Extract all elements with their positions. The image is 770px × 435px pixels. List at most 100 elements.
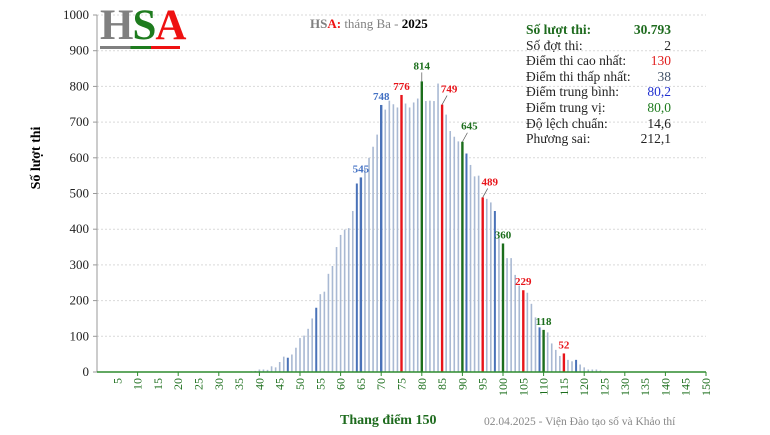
- leader-line: [462, 132, 468, 142]
- x-tick-label: 35: [232, 378, 246, 390]
- x-tick-label: 65: [354, 378, 368, 390]
- stat-row: Điểm trung bình: 80,2: [526, 84, 671, 100]
- x-tick-label: 135: [638, 378, 652, 396]
- bar: [351, 210, 354, 372]
- bar: [587, 369, 590, 372]
- y-tick-label: 400: [70, 221, 90, 236]
- hsa-logo: HSA: [100, 4, 186, 49]
- stat-row: Điểm thi cao nhất: 130: [526, 53, 671, 69]
- title-hs: HS: [310, 16, 328, 31]
- stats-panel: Số lượt thi: 30.793 Số đợt thi: 2 Điểm thi c…: [526, 22, 671, 147]
- stat-row: Độ lệch chuẩn: 14,6: [526, 116, 671, 132]
- bar-data-label: 118: [536, 316, 552, 328]
- x-tick-label: 120: [577, 378, 591, 396]
- bar: [425, 101, 427, 373]
- bar-data-label: 749: [441, 84, 458, 96]
- y-tick-label: 300: [70, 257, 90, 272]
- bar: [392, 104, 395, 372]
- stat-label: Điểm trung vị:: [526, 99, 606, 115]
- stat-label: Số đợt thi:: [526, 37, 583, 53]
- y-tick-label: 800: [70, 78, 90, 93]
- bar: [396, 107, 399, 372]
- bar: [481, 197, 484, 372]
- stat-value: 30.793: [633, 22, 671, 37]
- bar: [412, 102, 415, 372]
- x-tick-label: 50: [293, 378, 307, 390]
- stat-value: 38: [657, 68, 672, 84]
- bar: [571, 361, 573, 372]
- x-tick-label: 60: [334, 378, 348, 390]
- stat-label: Phương sai:: [526, 131, 591, 147]
- bar: [457, 141, 460, 372]
- x-tick-label: 150: [699, 378, 713, 396]
- bar: [307, 328, 309, 372]
- bar: [530, 303, 533, 372]
- bar: [359, 177, 363, 372]
- chart-title: HSA: tháng Ba - 2025: [310, 16, 428, 32]
- bar-data-label: 489: [481, 176, 498, 188]
- bar: [575, 359, 578, 372]
- bar: [493, 210, 496, 372]
- x-tick-label: 5: [110, 378, 124, 384]
- x-tick-label: 55: [313, 378, 327, 390]
- bar: [534, 317, 537, 372]
- logo-letter-s: S: [132, 2, 156, 49]
- bar-data-label: 776: [393, 81, 410, 93]
- stat-value: 80,2: [647, 84, 671, 100]
- y-tick-label: 700: [70, 114, 90, 129]
- bar-data-label: 748: [373, 91, 390, 103]
- stat-value: 130: [650, 53, 671, 69]
- y-axis-title: Số lượt thi: [29, 126, 44, 190]
- logo-letter-a: A: [155, 2, 186, 49]
- x-tick-label: 125: [598, 378, 612, 396]
- bar: [461, 141, 464, 372]
- bar-data-label: 645: [461, 121, 478, 133]
- bar: [554, 349, 557, 372]
- stat-label: Điểm thi thấp nhất:: [526, 68, 631, 84]
- x-axis-title: Thang điểm 150: [340, 413, 437, 428]
- logo-underline: [100, 46, 180, 49]
- bar: [282, 356, 285, 372]
- y-tick-label: 500: [70, 186, 90, 201]
- bar: [469, 164, 472, 372]
- stat-value: 80,0: [647, 99, 671, 115]
- bar: [376, 134, 378, 372]
- logo-letter-h: H: [100, 2, 133, 49]
- bar: [364, 168, 366, 372]
- x-tick-label: 145: [679, 378, 693, 396]
- x-tick-label: 25: [192, 378, 206, 390]
- y-tick-label: 1000: [63, 7, 89, 22]
- bar: [518, 285, 521, 372]
- bar: [591, 369, 594, 372]
- bar: [368, 157, 370, 372]
- x-tick-label: 75: [395, 378, 409, 390]
- bar: [579, 364, 581, 372]
- x-tick-label: 45: [273, 378, 287, 390]
- bar: [278, 362, 281, 372]
- bar-data-label: 814: [414, 60, 431, 72]
- stat-value: 14,6: [647, 115, 671, 131]
- bar: [514, 274, 516, 372]
- bar: [315, 307, 318, 372]
- bar: [299, 338, 301, 372]
- bar: [559, 355, 561, 372]
- bar: [501, 243, 505, 372]
- stat-row: Phương sai: 212,1: [526, 131, 671, 147]
- bar: [331, 265, 334, 372]
- bar: [347, 228, 350, 372]
- stat-value: 212,1: [640, 131, 671, 147]
- bar: [595, 369, 598, 372]
- stat-row: Điểm trung vị: 80,0: [526, 100, 671, 116]
- stat-row: Số lượt thi: 30.793: [526, 22, 671, 38]
- x-tick-label: 95: [476, 378, 490, 390]
- bar: [453, 136, 456, 372]
- bar: [335, 247, 338, 372]
- bar: [429, 100, 431, 373]
- bar: [490, 202, 492, 372]
- bar: [384, 109, 387, 372]
- bar: [477, 175, 480, 372]
- bar-data-label: 52: [558, 339, 570, 351]
- y-tick-label: 900: [70, 43, 90, 58]
- x-tick-label: 130: [618, 378, 632, 396]
- x-tick-label: 20: [171, 378, 185, 390]
